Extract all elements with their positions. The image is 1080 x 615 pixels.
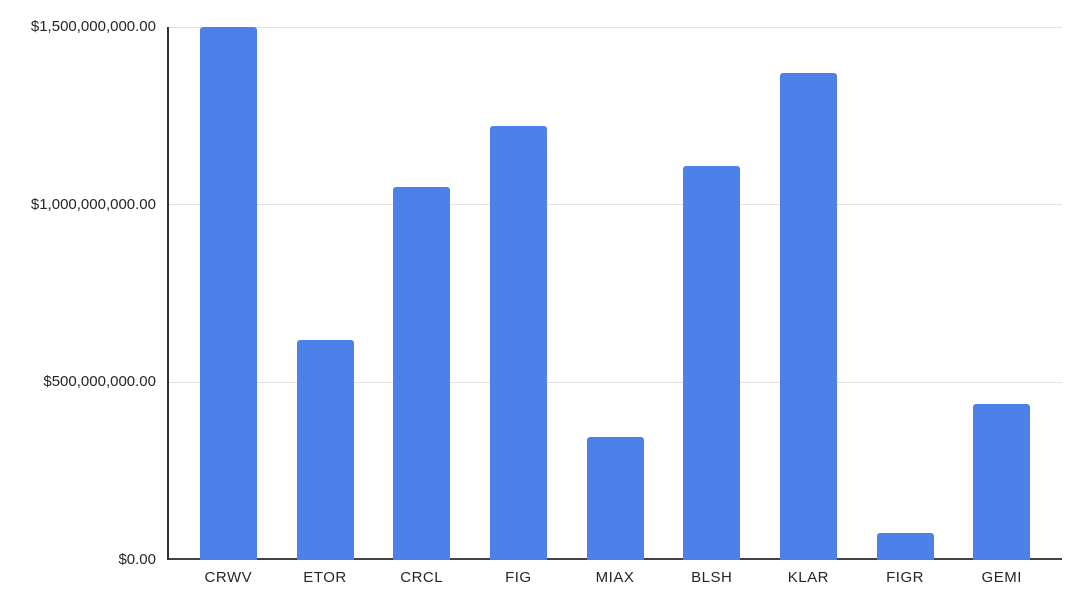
bar-KLAR: [779, 73, 837, 560]
y-tick-label: $1,000,000,000.00: [30, 195, 156, 213]
bar-slot: [373, 27, 470, 560]
x-tick-label-CRWV: CRWV: [204, 569, 253, 586]
y-axis-labels: $0.00 $500,000,000.00 $1,000,000,000.00 $1,…: [0, 0, 156, 615]
bar-slot: [857, 27, 954, 560]
x-tick-label-ETOR: ETOR: [303, 569, 347, 586]
bar-slot: [953, 27, 1050, 560]
x-tick-label-CRCL: CRCL: [400, 569, 444, 586]
bar-slot: [180, 27, 277, 560]
x-tick-label-BLSH: BLSH: [691, 569, 733, 586]
gridline: [168, 26, 1062, 28]
bar-slot: [470, 27, 567, 560]
y-tick-label: $500,000,000.00: [43, 373, 156, 391]
y-tick-label: $0.00: [118, 551, 156, 568]
x-tick-label-GEMI: GEMI: [981, 569, 1022, 586]
x-tick-label-KLAR: KLAR: [787, 569, 829, 586]
y-axis-line: [167, 27, 169, 560]
bar-FIGR: [876, 533, 934, 560]
bars: [168, 27, 1062, 560]
bar-GEMI: [973, 404, 1031, 560]
plot-area: [167, 26, 1062, 560]
gridline: [168, 204, 1062, 206]
x-tick-label-FIG: FIG: [505, 569, 532, 586]
x-tick-label-FIGR: FIGR: [886, 569, 924, 586]
bar-slot: [567, 27, 664, 560]
bar-slot: [663, 27, 760, 560]
bar-MIAX: [586, 437, 644, 560]
x-axis-labels: CRWV ETOR CRCL FIG MIAX BLSH KLAR FIGR GEMI: [168, 562, 1062, 586]
x-tick-label-MIAX: MIAX: [595, 569, 635, 586]
bar-slot: [277, 27, 374, 560]
bar-ETOR: [296, 340, 354, 560]
bar-FIG: [489, 126, 547, 560]
y-tick-label: $1,500,000,000.00: [30, 18, 156, 35]
bar-slot: [760, 27, 857, 560]
bar-CRCL: [393, 187, 451, 560]
bar-CRWV: [199, 27, 257, 560]
bar-BLSH: [683, 166, 741, 560]
gridline: [168, 381, 1062, 383]
